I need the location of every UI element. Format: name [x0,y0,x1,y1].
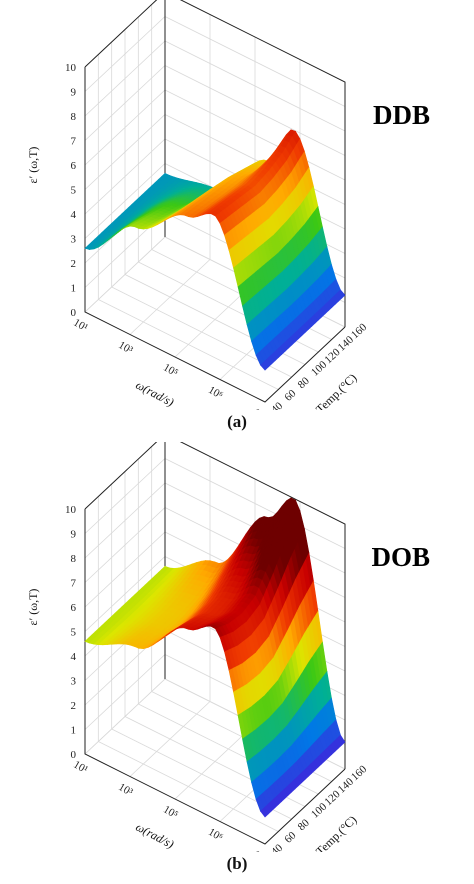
top-frame [84,0,346,327]
z-tick-label: 0 [71,307,77,319]
z-axis-title: ε′ (ω,T) [26,147,40,184]
surface-group [84,129,346,371]
x-tick-label: 10⁶ [206,826,225,844]
y-tick-label: 160 [349,763,370,783]
y-gridline [97,496,279,832]
surface-plot-a: 01234567891010¹10³10⁵10⁶10⁸4060801001201… [26,0,430,410]
x-tick-label: 10¹ [71,759,89,777]
z-tick-label: 3 [71,234,77,246]
y-tick-label: 80 [296,817,313,834]
z-tick-label: 7 [71,578,77,590]
z-tick-label: 10 [65,62,77,74]
x-tick-label: 10³ [116,781,135,799]
x-tick-label: 10³ [116,339,135,357]
z-tick-label: 6 [71,160,77,172]
x-tick-label: 10⁵ [161,803,180,821]
y-gridline [124,29,306,365]
surface-plot-b: 01234567891010¹10³10⁵10⁶10⁸4060801001201… [26,442,430,852]
y-gridline [124,471,306,807]
surface-patch [260,807,269,818]
axis-lines [84,509,346,845]
y-tick-label: 40 [269,842,286,852]
y-gridline [111,484,292,820]
axis-lines [84,67,346,403]
x-tick-label: 10⁶ [206,384,225,402]
z-tick-label: 8 [71,553,77,565]
x-tick-label: 10⁸ [251,848,270,852]
z-tick-label: 2 [71,700,77,712]
surface-group [84,497,346,818]
z-tick-label: 10 [65,504,77,516]
z-tick-label: 1 [71,283,77,295]
y-tick-label: 60 [282,387,299,404]
y-tick-label: 60 [282,829,299,846]
z-tick-label: 5 [71,627,77,639]
chart-panel-b: 01234567891010¹10³10⁵10⁶10⁸4060801001201… [0,442,474,884]
z-tick-label: 9 [71,87,77,99]
x-tick-label: 10⁵ [161,361,180,379]
z-tick-label: 3 [71,676,77,688]
z-tick-label: 0 [71,749,77,761]
caption-a: (a) [227,412,247,431]
z-tick-label: 9 [71,529,77,541]
axes-frame [84,442,346,845]
chart-panel-a: 01234567891010¹10³10⁵10⁶10⁸4060801001201… [26,0,430,431]
y-tick-label: 80 [296,375,313,392]
z-axis-title: ε′ (ω,T) [26,589,40,626]
series-title: DDB [373,100,430,130]
z-gridline [84,0,346,83]
z-tick-label: 4 [71,209,77,221]
y-tick-label: 160 [349,321,370,341]
tick-labels: 01234567891010¹10³10⁵10⁶10⁸4060801001201… [65,62,370,410]
x-axis-title: ω(rad/s) [133,378,176,410]
z-tick-label: 1 [71,725,77,737]
y-axis-title: Temp.(°C) [313,371,359,410]
top-frame [84,442,346,769]
z-gridline [84,442,346,525]
x-tick-label: 10¹ [71,317,89,335]
y-axis-title: Temp.(°C) [313,813,359,852]
y-gridline [97,54,279,390]
y-gridline [111,42,292,378]
caption-b: (b) [226,854,248,873]
y-tick-label: 40 [269,400,286,410]
z-tick-label: 4 [71,651,77,663]
z-tick-label: 7 [71,136,77,148]
z-tick-label: 8 [71,111,77,123]
z-tick-label: 5 [71,185,77,197]
z-tick-label: 6 [71,602,77,614]
surface-patch [260,361,269,371]
x-axis-title: ω(rad/s) [133,820,176,852]
x-tick-label: 10⁸ [251,406,270,410]
series-title: DOB [371,542,430,572]
z-tick-label: 2 [71,258,77,270]
